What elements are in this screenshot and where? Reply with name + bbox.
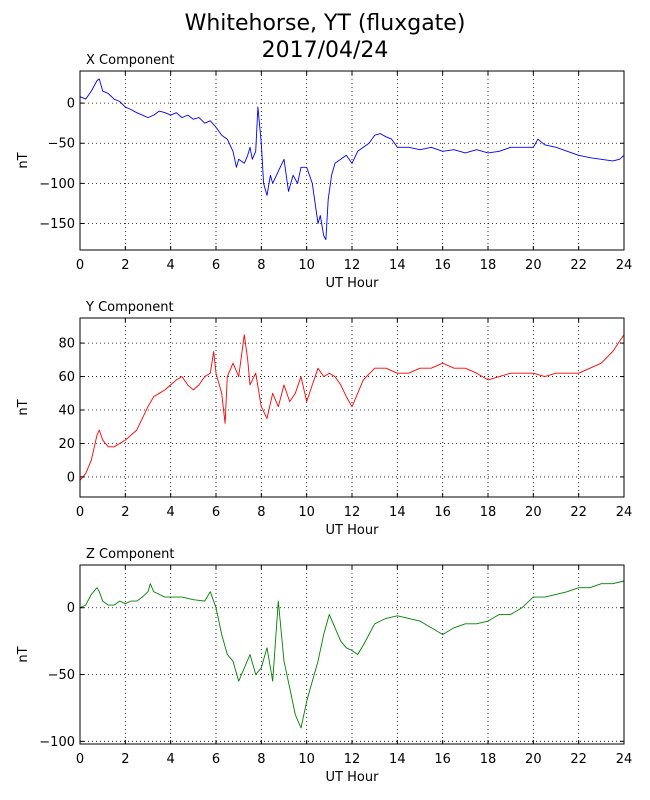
y-component-x-tick-label: 18 — [480, 505, 497, 520]
y-component-title: Y Component — [85, 300, 174, 315]
y-component-x-tick-label: 6 — [212, 505, 220, 520]
y-component-x-tick-label: 4 — [167, 505, 175, 520]
x-component-x-tick-label: 8 — [257, 258, 265, 273]
y-component-series-line — [79, 334, 625, 481]
x-component-y-tick-label: −100 — [39, 177, 75, 192]
y-component-y-tick-label: 40 — [58, 404, 75, 419]
y-component-x-tick-label: 2 — [121, 505, 129, 520]
y-component-x-axis-label: UT Hour — [326, 523, 380, 538]
z-component-y-tick-label: −100 — [39, 735, 75, 750]
y-component-x-tick-label: 24 — [616, 505, 633, 520]
y-component-y-tick-label: 0 — [67, 470, 75, 485]
z-component-y-tick-label: −50 — [48, 668, 75, 683]
x-component-y-tick-label: −150 — [39, 217, 75, 232]
x-component-x-tick-label: 18 — [480, 258, 497, 273]
x-component-x-tick-label: 10 — [298, 258, 315, 273]
z-component-x-tick-label: 12 — [344, 752, 361, 767]
z-component-x-tick-label: 14 — [389, 752, 406, 767]
z-component-x-tick-label: 10 — [298, 752, 315, 767]
z-component-x-tick-label: 22 — [570, 752, 587, 767]
z-component-x-tick-label: 4 — [167, 752, 175, 767]
x-component-x-tick-label: 12 — [344, 258, 361, 273]
y-component-x-tick-label: 12 — [344, 505, 361, 520]
y-component-x-tick-label: 10 — [298, 505, 315, 520]
x-component-x-tick-label: 0 — [76, 258, 84, 273]
z-component-x-tick-label: 16 — [434, 752, 451, 767]
z-component-x-tick-label: 24 — [616, 752, 633, 767]
chart-title-line-2: 2017/04/24 — [261, 38, 389, 63]
x-component-series-line — [79, 78, 625, 241]
y-component-y-tick-label: 80 — [58, 337, 75, 352]
y-component-x-tick-label: 16 — [434, 505, 451, 520]
chart-title-line-1: Whitehorse, YT (fluxgate) — [184, 11, 466, 36]
chart-title: Whitehorse, YT (fluxgate) 2017/04/24 — [0, 10, 650, 64]
x-component-x-tick-label: 16 — [434, 258, 451, 273]
z-component-x-tick-label: 8 — [257, 752, 265, 767]
y-component-x-tick-label: 20 — [525, 505, 542, 520]
x-component-x-tick-label: 2 — [121, 258, 129, 273]
x-component-y-axis-label: nT — [16, 152, 31, 168]
z-component-series-line — [79, 580, 625, 729]
z-component-x-axis-label: UT Hour — [326, 770, 380, 785]
y-component-y-tick-label: 60 — [58, 370, 75, 385]
z-component-x-tick-label: 2 — [121, 752, 129, 767]
z-component-y-tick-label: 0 — [67, 601, 75, 616]
z-component-x-tick-label: 20 — [525, 752, 542, 767]
y-component-x-tick-label: 0 — [76, 505, 84, 520]
x-component-x-tick-label: 24 — [616, 258, 633, 273]
x-component-x-tick-label: 22 — [570, 258, 587, 273]
x-component-x-tick-label: 6 — [212, 258, 220, 273]
z-component-x-tick-label: 6 — [212, 752, 220, 767]
z-component-y-axis-label: nT — [16, 646, 31, 662]
x-component-title: X Component — [86, 53, 175, 68]
x-component-x-tick-label: 14 — [389, 258, 406, 273]
y-component-x-tick-label: 8 — [257, 505, 265, 520]
x-component-x-tick-label: 4 — [167, 258, 175, 273]
y-component-x-tick-label: 14 — [389, 505, 406, 520]
x-component-y-tick-label: 0 — [67, 97, 75, 112]
y-component-x-tick-label: 22 — [570, 505, 587, 520]
x-component-x-tick-label: 20 — [525, 258, 542, 273]
y-component-y-tick-label: 20 — [58, 437, 75, 452]
z-component-title: Z Component — [86, 547, 175, 562]
z-component-x-tick-label: 18 — [480, 752, 497, 767]
x-component-y-tick-label: −50 — [48, 137, 75, 152]
x-component-x-axis-label: UT Hour — [326, 276, 380, 291]
z-component-x-tick-label: 0 — [76, 752, 84, 767]
y-component-y-axis-label: nT — [16, 399, 31, 415]
